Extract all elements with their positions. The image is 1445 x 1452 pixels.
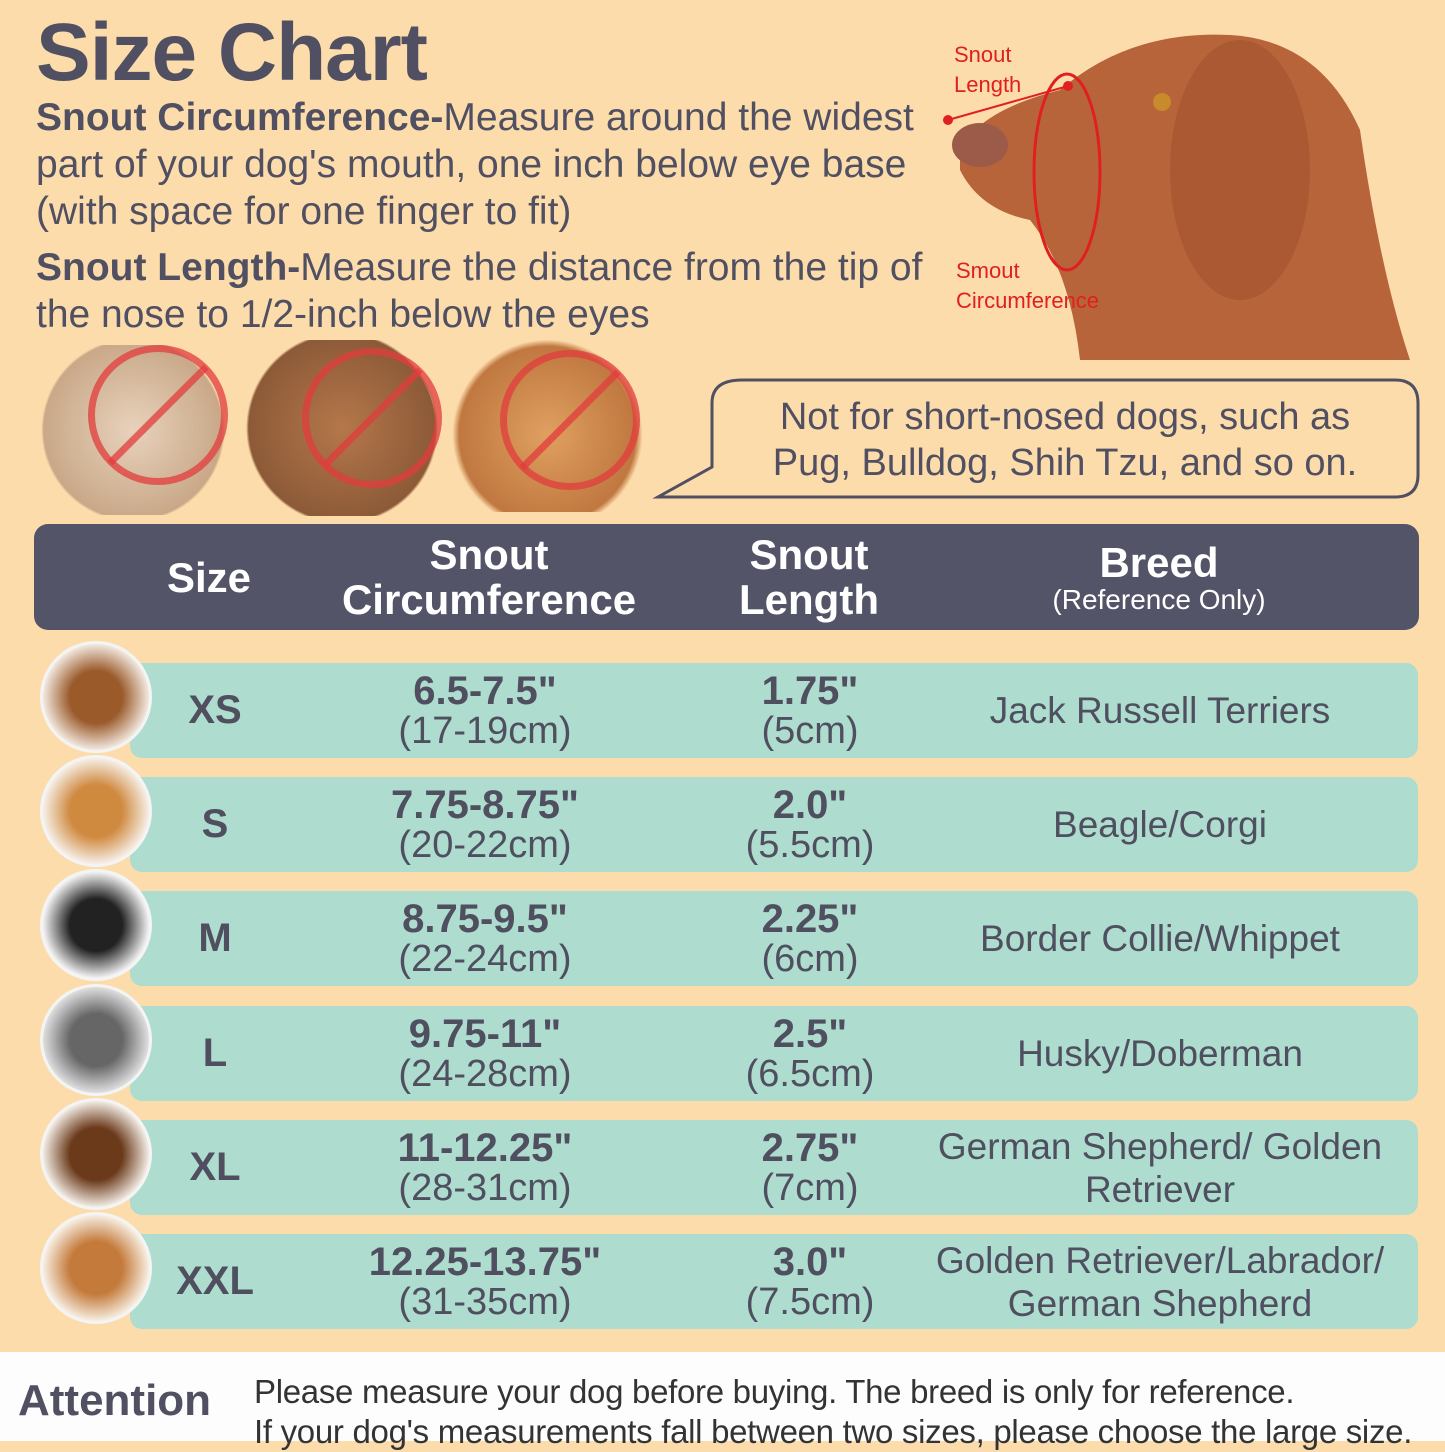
table-row: L 9.75-11" (24-28cm) 2.5" (6.5cm) Husky/Do…: [130, 1006, 1418, 1101]
size-cell: XL: [189, 1145, 241, 1189]
circumference-cell: 9.75-11" (24-28cm): [320, 1006, 650, 1101]
speech-bubble: [652, 378, 1420, 499]
term: Snout Length-: [36, 246, 301, 289]
length-inches: 2.0": [772, 782, 848, 827]
circumference-inches: 7.75-8.75": [391, 782, 579, 827]
table-header: Size Snout Circumference Snout Length Br…: [34, 524, 1419, 630]
circumference-cell: 12.25-13.75" (31-35cm): [320, 1234, 650, 1329]
size-cell: L: [202, 1031, 228, 1075]
size-cell: M: [198, 916, 232, 960]
circumference-inches: 9.75-11": [408, 1011, 562, 1056]
table-row: XL 11-12.25" (28-31cm) 2.75" (7cm) German …: [130, 1120, 1418, 1215]
size-cell: XXL: [176, 1259, 254, 1303]
attention-line: Please measure your dog before buying. T…: [254, 1373, 1295, 1410]
breed-cell: Beagle/Corgi: [1053, 804, 1267, 845]
table-row: XS 6.5-7.5" (17-19cm) 1.75" (5cm) Jack Rus…: [130, 663, 1418, 758]
size-cell: S: [201, 802, 229, 846]
header-circumference: Snout Circumference: [341, 531, 637, 623]
length-cm: (5.5cm): [745, 823, 875, 866]
breed-cell: Border Collie/Whippet: [980, 918, 1340, 959]
french-bulldog-photo: [242, 340, 442, 516]
breed-avatar: [40, 1098, 152, 1210]
circumference-cm: (28-31cm): [398, 1166, 572, 1209]
circumference-inches: 11-12.25": [397, 1125, 573, 1170]
description: Measure the distance from the tip of the…: [36, 246, 923, 336]
length-inches: 2.75": [761, 1125, 859, 1170]
snout-circumference-label: Smout Circumference: [956, 258, 1100, 313]
dog-head-illustration: [943, 34, 1410, 360]
pomeranian-photo: [450, 340, 645, 512]
circumference-cell: 8.75-9.5" (22-24cm): [320, 891, 650, 986]
table-row: S 7.75-8.75" (20-22cm) 2.0" (5.5cm) Beagle…: [130, 777, 1418, 872]
description: Measure around the widest part of your d…: [36, 96, 914, 233]
circumference-cell: 11-12.25" (28-31cm): [320, 1120, 650, 1215]
snout-length-label: Snout Length: [954, 42, 1022, 97]
length-cell: 2.25" (6cm): [690, 891, 930, 986]
length-cell: 1.75" (5cm): [690, 663, 930, 758]
length-cell: 2.5" (6.5cm): [690, 1006, 930, 1101]
length-instruction: Snout Length-Measure the distance from t…: [36, 244, 946, 338]
attention-banner: Attention Please measure your dog before…: [0, 1352, 1445, 1450]
breed-cell: Jack Russell Terriers: [989, 690, 1331, 731]
length-inches: 3.0": [772, 1239, 848, 1284]
length-cm: (5cm): [761, 709, 859, 752]
breed-title: Breed: [1099, 538, 1219, 586]
breed-avatar: [40, 984, 152, 1096]
circumference-cm: (24-28cm): [398, 1052, 572, 1095]
circumference-cm: (31-35cm): [398, 1280, 572, 1323]
length-cm: (7cm): [761, 1166, 859, 1209]
breed-note: (Reference Only): [1052, 583, 1266, 615]
circumference-inches: 6.5-7.5": [413, 668, 557, 713]
length-cell: 3.0" (7.5cm): [690, 1234, 930, 1329]
breed-avatar: [40, 641, 152, 753]
attention-label: Attention: [18, 1376, 212, 1425]
breed-cell: Golden Retriever/Labrador/ German Shephe…: [935, 1239, 1385, 1324]
length-inches: 2.5": [772, 1011, 848, 1056]
size-cell: XS: [188, 688, 242, 732]
circumference-cell: 7.75-8.75" (20-22cm): [320, 777, 650, 872]
circumference-cm: (22-24cm): [398, 937, 572, 980]
header-size: Size: [166, 553, 252, 601]
table-row: M 8.75-9.5" (22-24cm) 2.25" (6cm) Border C…: [130, 891, 1418, 986]
length-cm: (6cm): [761, 937, 859, 980]
circumference-instruction: Snout Circumference-Measure around the w…: [36, 94, 946, 235]
breed-cell: German Shepherd/ Golden Retriever: [937, 1125, 1383, 1210]
attention-text: Please measure your dog before buying. T…: [254, 1372, 1412, 1452]
short-nose-warning: Not for short-nosed dogs, such as Pug, B…: [772, 396, 1358, 484]
length-cm: (6.5cm): [745, 1052, 875, 1095]
header-breed: Breed (Reference Only): [964, 524, 1354, 630]
circumference-inches: 8.75-9.5": [402, 896, 568, 941]
dog-measurement-image: [940, 20, 1420, 365]
length-inches: 2.25": [761, 896, 859, 941]
page-title: Size Chart: [36, 7, 428, 98]
circumference-cm: (20-22cm): [398, 823, 572, 866]
breed-avatar: [40, 869, 152, 981]
length-cm: (7.5cm): [745, 1280, 875, 1323]
breed-cell: Husky/Doberman: [1017, 1033, 1303, 1074]
circumference-inches: 12.25-13.75": [368, 1239, 602, 1284]
header-length: Snout Length: [739, 531, 879, 623]
circumference-cell: 6.5-7.5" (17-19cm): [320, 663, 650, 758]
length-cell: 2.75" (7cm): [690, 1120, 930, 1215]
circumference-cm: (17-19cm): [398, 709, 572, 752]
length-inches: 1.75": [761, 668, 859, 713]
length-cell: 2.0" (5.5cm): [690, 777, 930, 872]
breed-avatar: [40, 1212, 152, 1324]
table-row: XXL 12.25-13.75" (31-35cm) 3.0" (7.5cm) Go…: [130, 1234, 1418, 1329]
breed-avatar: [40, 755, 152, 867]
term: Snout Circumference-: [36, 96, 444, 139]
bulldog-photo: [38, 345, 228, 515]
attention-line: If your dog's measurements fall between …: [254, 1413, 1413, 1450]
